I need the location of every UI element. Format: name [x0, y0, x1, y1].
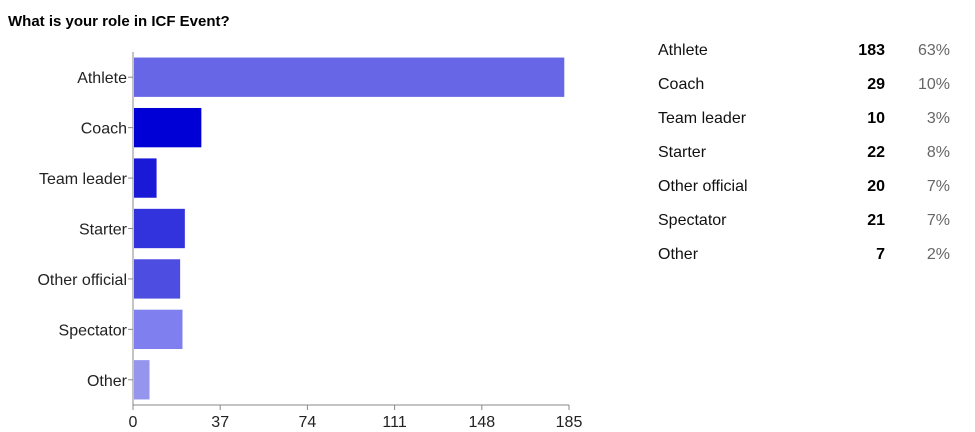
bar — [134, 360, 150, 400]
x-tick-label: 185 — [556, 414, 583, 431]
summary-percent: 63% — [917, 42, 950, 59]
summary-label: Other — [658, 246, 699, 263]
summary-percent: 7% — [926, 212, 950, 229]
summary-row: Coach 29 10% — [658, 68, 950, 102]
category-label: Starter — [79, 222, 128, 239]
bar — [134, 208, 185, 249]
summary-label: Team leader — [658, 110, 747, 127]
summary-count: 22 — [867, 144, 885, 161]
summary-row: Team leader 10 3% — [658, 102, 950, 136]
bar — [134, 309, 183, 350]
x-tick-label: 74 — [299, 414, 317, 431]
category-label: Coach — [81, 121, 127, 138]
x-tick-label: 0 — [129, 414, 138, 431]
x-tick-label: 111 — [382, 414, 406, 431]
bar — [134, 158, 157, 198]
category-label: Team leader — [39, 171, 128, 188]
summary-label: Other official — [658, 178, 748, 195]
category-label: Other official — [37, 272, 127, 289]
summary-percent: 3% — [926, 110, 950, 127]
summary-count: 10 — [867, 110, 885, 127]
category-label: Other — [87, 373, 128, 390]
summary-percent: 10% — [917, 76, 950, 93]
x-tick-label: 37 — [211, 414, 229, 431]
summary-count: 183 — [858, 42, 885, 59]
summary-row: Other 7 2% — [658, 238, 950, 272]
summary-label: Spectator — [658, 212, 727, 229]
bar — [134, 57, 565, 97]
summary-row: Spectator 21 7% — [658, 204, 950, 238]
summary-row: Other official 20 7% — [658, 170, 950, 204]
summary-row: Athlete 183 63% — [658, 34, 950, 68]
summary-label: Coach — [658, 76, 705, 93]
bar — [134, 259, 181, 299]
summary-count: 29 — [867, 76, 885, 93]
summary-row: Starter 22 8% — [658, 136, 950, 170]
category-label: Spectator — [59, 322, 128, 339]
bar — [134, 107, 202, 148]
chart-title: What is your role in ICF Event? — [8, 13, 230, 30]
summary-percent: 8% — [926, 144, 950, 161]
summary-table: Athlete 183 63% Coach 29 10% Team leader 10 3% St… — [658, 34, 950, 272]
summary-count: 7 — [876, 246, 885, 263]
summary-label: Starter — [658, 144, 707, 161]
summary-count: 21 — [867, 212, 885, 229]
category-label: Athlete — [77, 70, 127, 87]
summary-count: 20 — [867, 178, 885, 195]
x-tick-label: 148 — [468, 414, 495, 431]
bar-chart: Athlete Coach Team leader Starter Other offi… — [37, 52, 583, 431]
summary-percent: 7% — [926, 178, 950, 195]
summary-label: Athlete — [658, 42, 708, 59]
summary-percent: 2% — [926, 246, 950, 263]
